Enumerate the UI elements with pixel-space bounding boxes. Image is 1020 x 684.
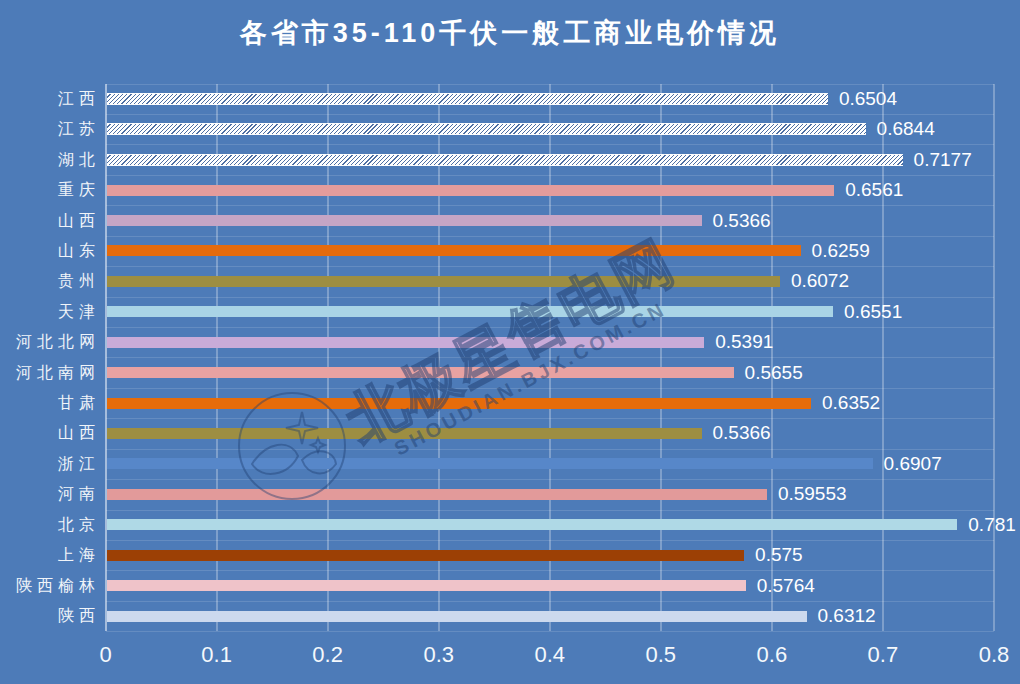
category-label: 山西 <box>0 423 100 443</box>
x-axis-tick-label: 0.4 <box>520 642 580 668</box>
bar-value-label: 0.6551 <box>844 301 902 323</box>
bar-value-label: 0.6312 <box>818 605 876 627</box>
x-axis-tick-label: 0.5 <box>631 642 691 668</box>
category-label: 北京 <box>0 515 100 535</box>
bar-value-label: 0.59553 <box>778 483 847 505</box>
bar-value-label: 0.5764 <box>757 575 815 597</box>
category-label: 浙江 <box>0 454 100 474</box>
x-axis-tick-label: 0.2 <box>298 642 358 668</box>
category-label: 江苏 <box>0 119 100 139</box>
bar-山东 <box>107 245 801 256</box>
bar-贵州 <box>107 276 780 287</box>
category-label: 重庆 <box>0 180 100 200</box>
bar-value-label: 0.6844 <box>877 118 935 140</box>
category-label: 甘肃 <box>0 393 100 413</box>
x-axis-tick-label: 0.6 <box>742 642 802 668</box>
x-axis-tick-label: 0 <box>76 642 136 668</box>
x-axis-tick-label: 0.7 <box>853 642 913 668</box>
bar-山西 <box>107 428 702 439</box>
watermark-logo-icon <box>234 388 350 504</box>
bar-陕西榆林 <box>107 580 746 591</box>
category-label: 江西 <box>0 89 100 109</box>
bar-value-label: 0.5366 <box>713 210 771 232</box>
category-label: 陕西 <box>0 606 100 626</box>
bar-甘肃 <box>107 398 812 409</box>
bar-山西 <box>107 215 702 226</box>
x-axis-tick-label: 0.8 <box>964 642 1020 668</box>
chart-canvas: 各省市35-110千伏一般工商业电价情况 0 0.1 0.2 0.3 0.4 0.5 0.6… <box>0 0 1020 684</box>
bar-value-label: 0.6907 <box>884 453 942 475</box>
bar-重庆 <box>107 185 835 196</box>
bar-value-label: 0.781 <box>968 514 1016 536</box>
bar-北京 <box>107 519 958 530</box>
category-label: 河北南网 <box>0 363 100 383</box>
bar-value-label: 0.575 <box>755 544 803 566</box>
category-label: 贵州 <box>0 271 100 291</box>
category-label: 山东 <box>0 241 100 261</box>
gridline-horizontal <box>106 631 995 632</box>
gridline-vertical <box>993 84 995 632</box>
category-label: 湖北 <box>0 150 100 170</box>
bar-天津 <box>107 306 834 317</box>
bar-江苏 <box>107 123 866 135</box>
bar-value-label: 0.6259 <box>812 240 870 262</box>
bar-value-label: 0.6561 <box>845 179 903 201</box>
bar-value-label: 0.7177 <box>914 149 972 171</box>
x-axis-tick-label: 0.1 <box>187 642 247 668</box>
category-label: 天津 <box>0 302 100 322</box>
bar-河北南网 <box>107 367 734 378</box>
category-label: 陕西榆林 <box>0 576 100 596</box>
category-label: 河北北网 <box>0 332 100 352</box>
bar-value-label: 0.6072 <box>791 270 849 292</box>
category-label: 上海 <box>0 545 100 565</box>
gridline-vertical <box>882 84 884 632</box>
x-axis-tick-label: 0.3 <box>409 642 469 668</box>
category-label: 山西 <box>0 211 100 231</box>
bar-value-label: 0.5366 <box>713 422 771 444</box>
bar-陕西 <box>107 611 807 622</box>
bar-value-label: 0.5391 <box>715 331 773 353</box>
category-label: 河南 <box>0 484 100 504</box>
bar-江西 <box>107 93 828 105</box>
bar-河南 <box>107 489 767 500</box>
bar-value-label: 0.5655 <box>745 362 803 384</box>
bar-湖北 <box>107 154 903 166</box>
bar-河北北网 <box>107 337 705 348</box>
chart-title: 各省市35-110千伏一般工商业电价情况 <box>0 15 1020 51</box>
bar-浙江 <box>107 458 873 469</box>
bar-value-label: 0.6352 <box>822 392 880 414</box>
bar-value-label: 0.6504 <box>839 88 897 110</box>
bar-上海 <box>107 550 745 561</box>
